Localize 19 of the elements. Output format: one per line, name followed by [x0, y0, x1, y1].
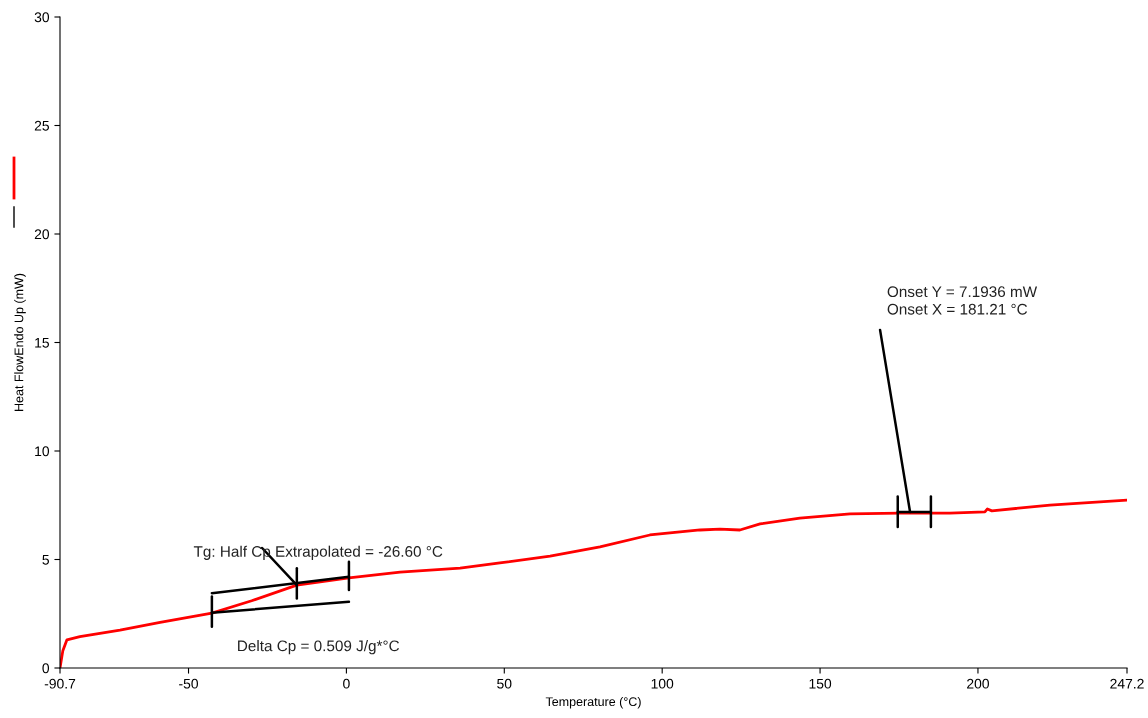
y-tick-label: 30 — [34, 12, 50, 23]
annotation: Onset Y = 7.1936 mW Onset X = 181.21 °C — [887, 286, 1038, 315]
x-axis-title: Temperature (°C) — [545, 696, 641, 709]
y-tick-label: 10 — [35, 446, 50, 457]
x-tick-label: 100 — [651, 678, 674, 689]
x-tick-label: -50 — [179, 678, 199, 689]
x-tick-label: 150 — [809, 678, 832, 689]
x-tick-label: 50 — [497, 678, 512, 689]
y-tick-label: 15 — [35, 337, 49, 348]
y-tick-label: 0 — [42, 663, 50, 674]
annotation: Delta Cp = 0.509 J/g*°C — [238, 640, 400, 655]
y-axis-title: Heat FlowEndo Up (mW) — [14, 273, 26, 411]
y-tick-label: 5 — [42, 554, 49, 565]
x-tick-label: 247.2 — [1110, 678, 1144, 689]
x-tick-label: 0 — [343, 678, 350, 689]
x-tick-label: 200 — [967, 678, 989, 689]
x-tick-label: -90.7 — [44, 678, 76, 689]
y-tick-label: 20 — [34, 229, 50, 240]
y-tick-label: 25 — [34, 120, 49, 131]
